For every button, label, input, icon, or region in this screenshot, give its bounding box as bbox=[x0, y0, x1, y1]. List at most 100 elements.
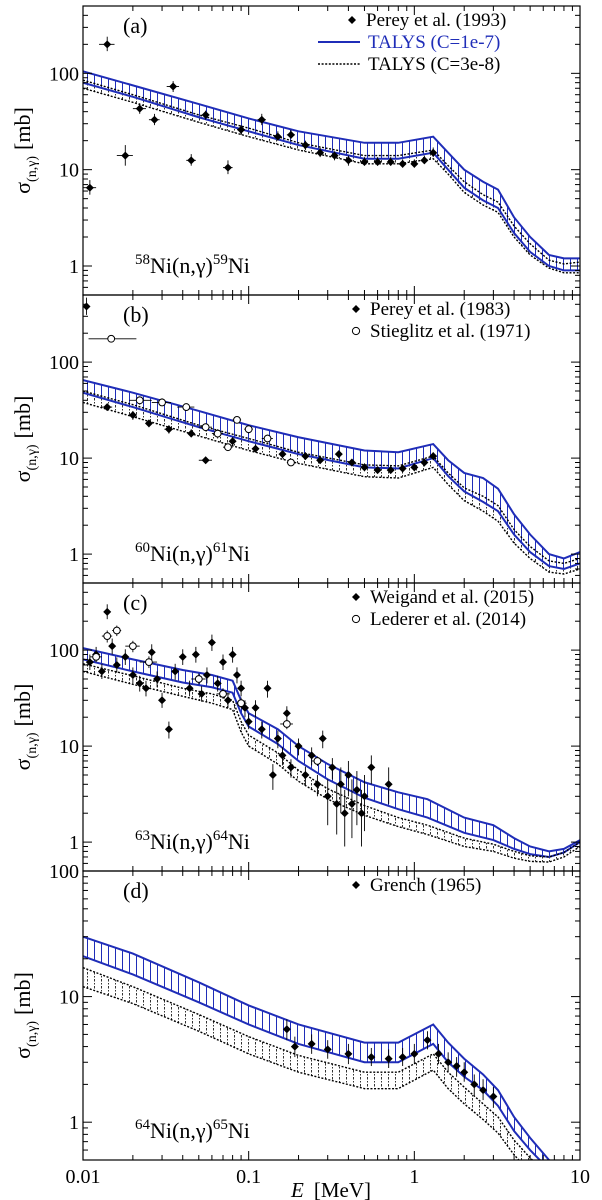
series-line-2 bbox=[83, 390, 580, 565]
data-point bbox=[83, 180, 97, 195]
product-element: Ni bbox=[228, 253, 250, 278]
data-point bbox=[444, 1052, 453, 1073]
data-point bbox=[147, 644, 156, 661]
series-line-3 bbox=[83, 401, 580, 575]
filled-marker bbox=[347, 799, 356, 808]
legend-item: Lederer et al. (2014) bbox=[351, 609, 526, 630]
open-marker bbox=[194, 675, 203, 683]
data-point bbox=[132, 103, 146, 114]
data-point bbox=[344, 760, 353, 797]
data-point bbox=[207, 634, 216, 651]
y-tick-label: 10 bbox=[59, 160, 79, 182]
data-point bbox=[420, 155, 429, 165]
y-axis-unit: [mb] bbox=[10, 972, 35, 1015]
band-dotted bbox=[83, 967, 533, 1160]
data-point bbox=[344, 1043, 353, 1065]
data-point bbox=[116, 145, 133, 166]
target-element: Ni bbox=[150, 541, 172, 566]
series-line-0 bbox=[83, 379, 580, 560]
reaction-label: 58Ni(n,γ)59Ni bbox=[135, 252, 250, 278]
filled-marker bbox=[112, 660, 121, 669]
y-tick-label: 100 bbox=[49, 63, 79, 85]
data-point bbox=[171, 663, 180, 680]
reaction-channel: (n,γ) bbox=[172, 829, 213, 854]
filled-marker bbox=[347, 458, 356, 467]
data-point bbox=[384, 767, 393, 804]
filled-marker bbox=[410, 159, 419, 168]
data-point bbox=[278, 747, 287, 766]
filled-marker bbox=[273, 734, 282, 743]
data-point bbox=[202, 667, 211, 684]
data-point bbox=[301, 140, 310, 151]
data-point bbox=[386, 466, 395, 475]
data-point bbox=[97, 663, 106, 679]
data-point bbox=[191, 673, 206, 685]
legend-item: Perey et al. (1993) bbox=[348, 10, 506, 31]
filled-marker bbox=[85, 183, 94, 192]
y-tick-label: 10 bbox=[59, 987, 79, 1009]
filled-marker bbox=[158, 696, 167, 705]
data-point bbox=[139, 656, 158, 669]
data-point bbox=[236, 125, 246, 135]
data-point bbox=[328, 758, 337, 780]
band-dotted bbox=[83, 80, 580, 273]
filled-marker bbox=[398, 1053, 407, 1062]
filled-marker bbox=[147, 648, 156, 657]
legend-open-marker bbox=[351, 326, 361, 336]
data-point bbox=[178, 649, 187, 665]
reaction-channel: (n,γ) bbox=[172, 253, 213, 278]
target-element: Ni bbox=[150, 253, 172, 278]
filled-marker bbox=[171, 667, 180, 676]
reaction-label: 60Ni(n,γ)61Ni bbox=[135, 540, 250, 566]
open-marker bbox=[282, 720, 291, 728]
open-marker bbox=[244, 425, 253, 434]
y-axis-label: σ(n,γ) [mb] bbox=[10, 684, 40, 771]
filled-marker bbox=[340, 809, 349, 818]
filled-marker bbox=[301, 771, 310, 779]
data-point bbox=[282, 706, 291, 722]
legend-label: Stieglitz et al. (1971) bbox=[370, 321, 530, 342]
filled-marker bbox=[410, 463, 419, 472]
y-tick-label: 1 bbox=[69, 832, 79, 854]
data-point bbox=[307, 747, 316, 766]
data-point bbox=[316, 147, 325, 158]
data-point bbox=[268, 764, 277, 790]
filled-marker bbox=[228, 437, 237, 446]
open-marker bbox=[219, 689, 227, 698]
filled-marker bbox=[420, 458, 429, 467]
filled-marker bbox=[237, 125, 246, 134]
data-point bbox=[244, 425, 253, 434]
legend-item: TALYS (C=3e-8) bbox=[318, 54, 500, 75]
y-axis-symbol: σ bbox=[10, 182, 35, 194]
data-point bbox=[307, 1034, 316, 1054]
filled-marker bbox=[323, 1045, 332, 1054]
data-point bbox=[410, 463, 419, 472]
data-point bbox=[141, 680, 150, 697]
filled-marker bbox=[219, 658, 228, 667]
data-point bbox=[357, 789, 366, 847]
filled-marker bbox=[344, 1049, 353, 1058]
filled-marker bbox=[398, 464, 407, 473]
filled-marker bbox=[103, 40, 112, 49]
filled-marker bbox=[444, 1058, 453, 1067]
filled-marker bbox=[144, 419, 153, 428]
data-point bbox=[282, 1019, 291, 1041]
legend-filled-marker bbox=[352, 305, 360, 313]
filled-marker bbox=[307, 1039, 316, 1048]
data-point bbox=[101, 630, 113, 643]
filled-marker bbox=[244, 717, 253, 726]
data-point bbox=[108, 638, 117, 655]
legend-item: Perey et al. (1983) bbox=[352, 299, 510, 320]
filled-marker bbox=[201, 456, 210, 465]
data-point bbox=[313, 775, 322, 797]
data-point bbox=[128, 410, 137, 420]
target-element: Ni bbox=[150, 829, 172, 854]
data-point bbox=[398, 159, 407, 168]
filled-marker bbox=[178, 652, 187, 661]
data-point bbox=[420, 458, 429, 467]
legend: Perey et al. (1993)TALYS (C=1e-7)TALYS (… bbox=[318, 10, 506, 75]
legend: Perey et al. (1983)Stieglitz et al. (197… bbox=[351, 299, 530, 342]
filled-marker bbox=[336, 780, 345, 789]
